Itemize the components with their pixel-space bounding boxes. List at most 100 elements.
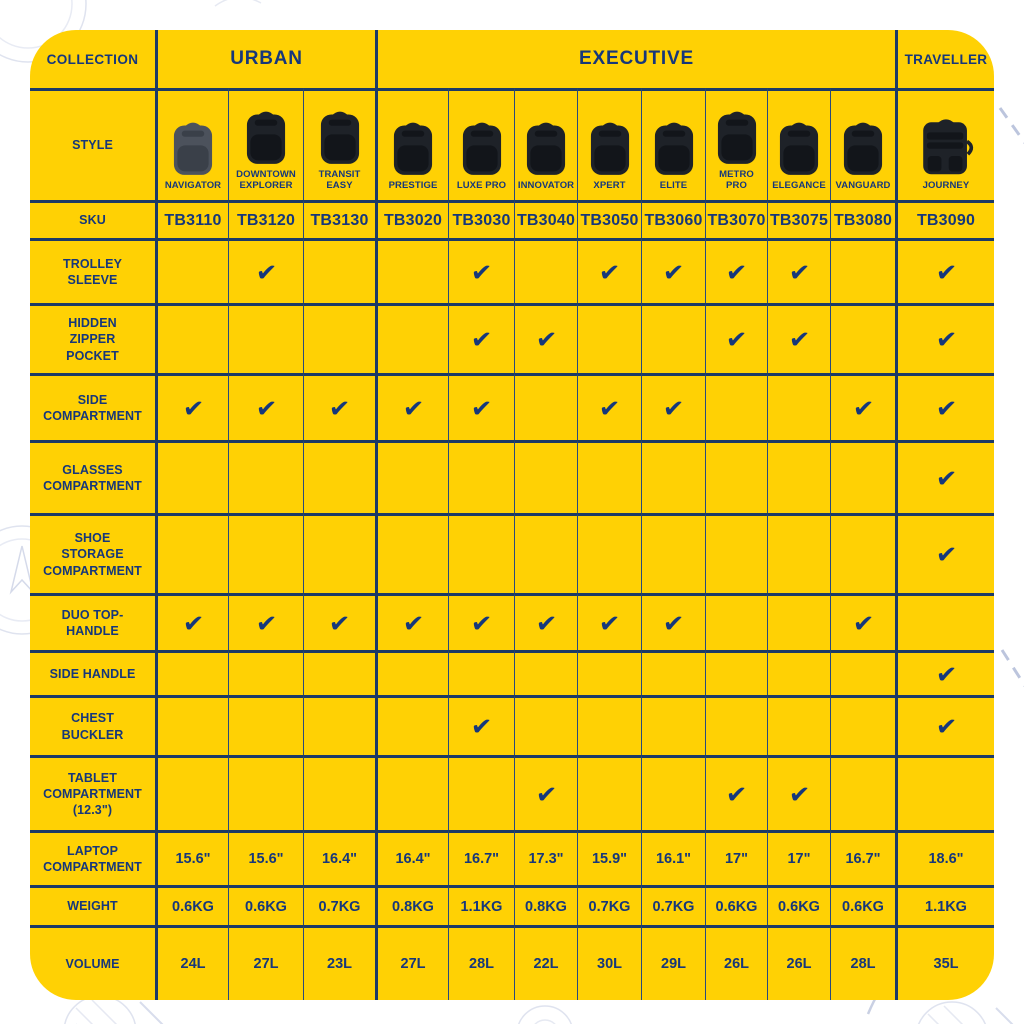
feature-empty-cell <box>830 238 895 303</box>
feature-empty-cell <box>830 513 895 593</box>
spec-cell-laptop-compartment-8: 17" <box>705 830 767 885</box>
feature-row-label-side-handle: SIDE HANDLE <box>30 650 155 695</box>
sku-cell-navigator: TB3110 <box>155 200 228 238</box>
feature-empty-cell <box>514 513 577 593</box>
spec-row-label-weight: WEIGHT <box>30 885 155 925</box>
check-icon: ✔ <box>470 607 493 639</box>
feature-empty-cell <box>767 593 830 650</box>
feature-empty-cell <box>303 303 375 373</box>
feature-check-cell: ✔ <box>641 238 705 303</box>
style-cell-elegance: ELEGANCE <box>767 88 830 200</box>
feature-empty-cell <box>303 440 375 513</box>
feature-check-cell: ✔ <box>577 373 641 440</box>
spec-cell-volume-6: 30L <box>577 925 641 1000</box>
backpack-image <box>654 122 693 175</box>
spec-cell-volume-0: 24L <box>155 925 228 1000</box>
spec-row-label-laptop-compartment: LAPTOP COMPARTMENT <box>30 830 155 885</box>
spec-cell-laptop-compartment-9: 17" <box>767 830 830 885</box>
feature-check-cell: ✔ <box>448 303 514 373</box>
feature-empty-cell <box>577 513 641 593</box>
product-name-innovator: INNOVATOR <box>517 180 575 192</box>
feature-check-cell: ✔ <box>448 695 514 755</box>
feature-check-cell: ✔ <box>303 593 375 650</box>
feature-empty-cell <box>641 755 705 830</box>
feature-empty-cell <box>830 755 895 830</box>
feature-check-cell: ✔ <box>895 373 994 440</box>
backpack-image <box>717 111 756 165</box>
feature-check-cell: ✔ <box>375 593 448 650</box>
feature-empty-cell <box>375 303 448 373</box>
backpack-image <box>590 122 629 175</box>
style-cell-navigator: NAVIGATOR <box>155 88 228 200</box>
feature-empty-cell <box>303 238 375 303</box>
feature-empty-cell <box>641 513 705 593</box>
feature-empty-cell <box>448 440 514 513</box>
feature-empty-cell <box>641 303 705 373</box>
feature-empty-cell <box>155 513 228 593</box>
feature-empty-cell <box>895 593 994 650</box>
feature-check-cell: ✔ <box>895 650 994 695</box>
sku-cell-prestige: TB3020 <box>375 200 448 238</box>
check-icon: ✔ <box>725 256 748 288</box>
collection-header-urban: URBAN <box>155 30 375 88</box>
feature-empty-cell <box>705 593 767 650</box>
check-icon: ✔ <box>598 256 621 288</box>
style-cell-innovator: INNOVATOR <box>514 88 577 200</box>
spec-cell-laptop-compartment-0: 15.6" <box>155 830 228 885</box>
check-icon: ✔ <box>534 778 558 810</box>
feature-row-label-hidden-zipper-pocket: HIDDEN ZIPPER POCKET <box>30 303 155 373</box>
product-name-prestige: PRESTIGE <box>388 180 438 192</box>
sku-cell-metro-pro: TB3070 <box>705 200 767 238</box>
feature-empty-cell <box>375 440 448 513</box>
feature-empty-cell <box>228 755 303 830</box>
spec-cell-weight-10: 0.6KG <box>830 885 895 925</box>
feature-empty-cell <box>705 440 767 513</box>
feature-check-cell: ✔ <box>375 373 448 440</box>
style-cell-luxe-pro: LUXE PRO <box>448 88 514 200</box>
feature-row-label-glasses-compartment: GLASSES COMPARTMENT <box>30 440 155 513</box>
spec-cell-volume-5: 22L <box>514 925 577 1000</box>
check-icon: ✔ <box>662 256 685 288</box>
sku-cell-luxe-pro: TB3030 <box>448 200 514 238</box>
comparison-sheet: COLLECTION URBAN EXECUTIVE TRAVELLER STYLE NA… <box>30 30 994 1000</box>
feature-empty-cell <box>830 695 895 755</box>
feature-empty-cell <box>155 440 228 513</box>
feature-check-cell: ✔ <box>514 755 577 830</box>
feature-empty-cell <box>705 650 767 695</box>
feature-empty-cell <box>375 513 448 593</box>
feature-empty-cell <box>155 695 228 755</box>
feature-empty-cell <box>767 373 830 440</box>
collection-header-traveller: TRAVELLER <box>895 30 994 88</box>
sku-cell-vanguard: TB3080 <box>830 200 895 238</box>
feature-empty-cell <box>767 440 830 513</box>
feature-check-cell: ✔ <box>448 373 514 440</box>
feature-empty-cell <box>830 303 895 373</box>
feature-row-label-shoe-storage-compartment: SHOE STORAGE COMPARTMENT <box>30 513 155 593</box>
feature-check-cell: ✔ <box>705 755 767 830</box>
collection-corner-label: COLLECTION <box>46 51 139 67</box>
check-icon: ✔ <box>254 392 278 424</box>
spec-cell-laptop-compartment-3: 16.4" <box>375 830 448 885</box>
feature-check-cell: ✔ <box>514 303 577 373</box>
feature-empty-cell <box>375 695 448 755</box>
feature-empty-cell <box>577 695 641 755</box>
sku-cell-downtown-explorer: TB3120 <box>228 200 303 238</box>
feature-check-cell: ✔ <box>705 238 767 303</box>
comparison-table: COLLECTION URBAN EXECUTIVE TRAVELLER STYLE NA… <box>30 30 994 1000</box>
check-icon: ✔ <box>787 256 811 288</box>
feature-check-cell: ✔ <box>448 593 514 650</box>
feature-empty-cell <box>448 755 514 830</box>
check-icon: ✔ <box>934 711 958 742</box>
feature-check-cell: ✔ <box>895 513 994 593</box>
feature-row-label-chest-buckler: CHEST BUCKLER <box>30 695 155 755</box>
product-name-navigator: NAVIGATOR <box>164 180 222 192</box>
sku-row-label: SKU <box>30 200 155 238</box>
spec-cell-volume-4: 28L <box>448 925 514 1000</box>
spec-cell-laptop-compartment-4: 16.7" <box>448 830 514 885</box>
feature-empty-cell <box>577 650 641 695</box>
check-icon: ✔ <box>328 607 351 639</box>
spec-cell-laptop-compartment-6: 15.9" <box>577 830 641 885</box>
spec-cell-volume-7: 29L <box>641 925 705 1000</box>
check-icon: ✔ <box>598 392 621 424</box>
product-name-metro-pro: METRO PRO <box>719 169 754 192</box>
